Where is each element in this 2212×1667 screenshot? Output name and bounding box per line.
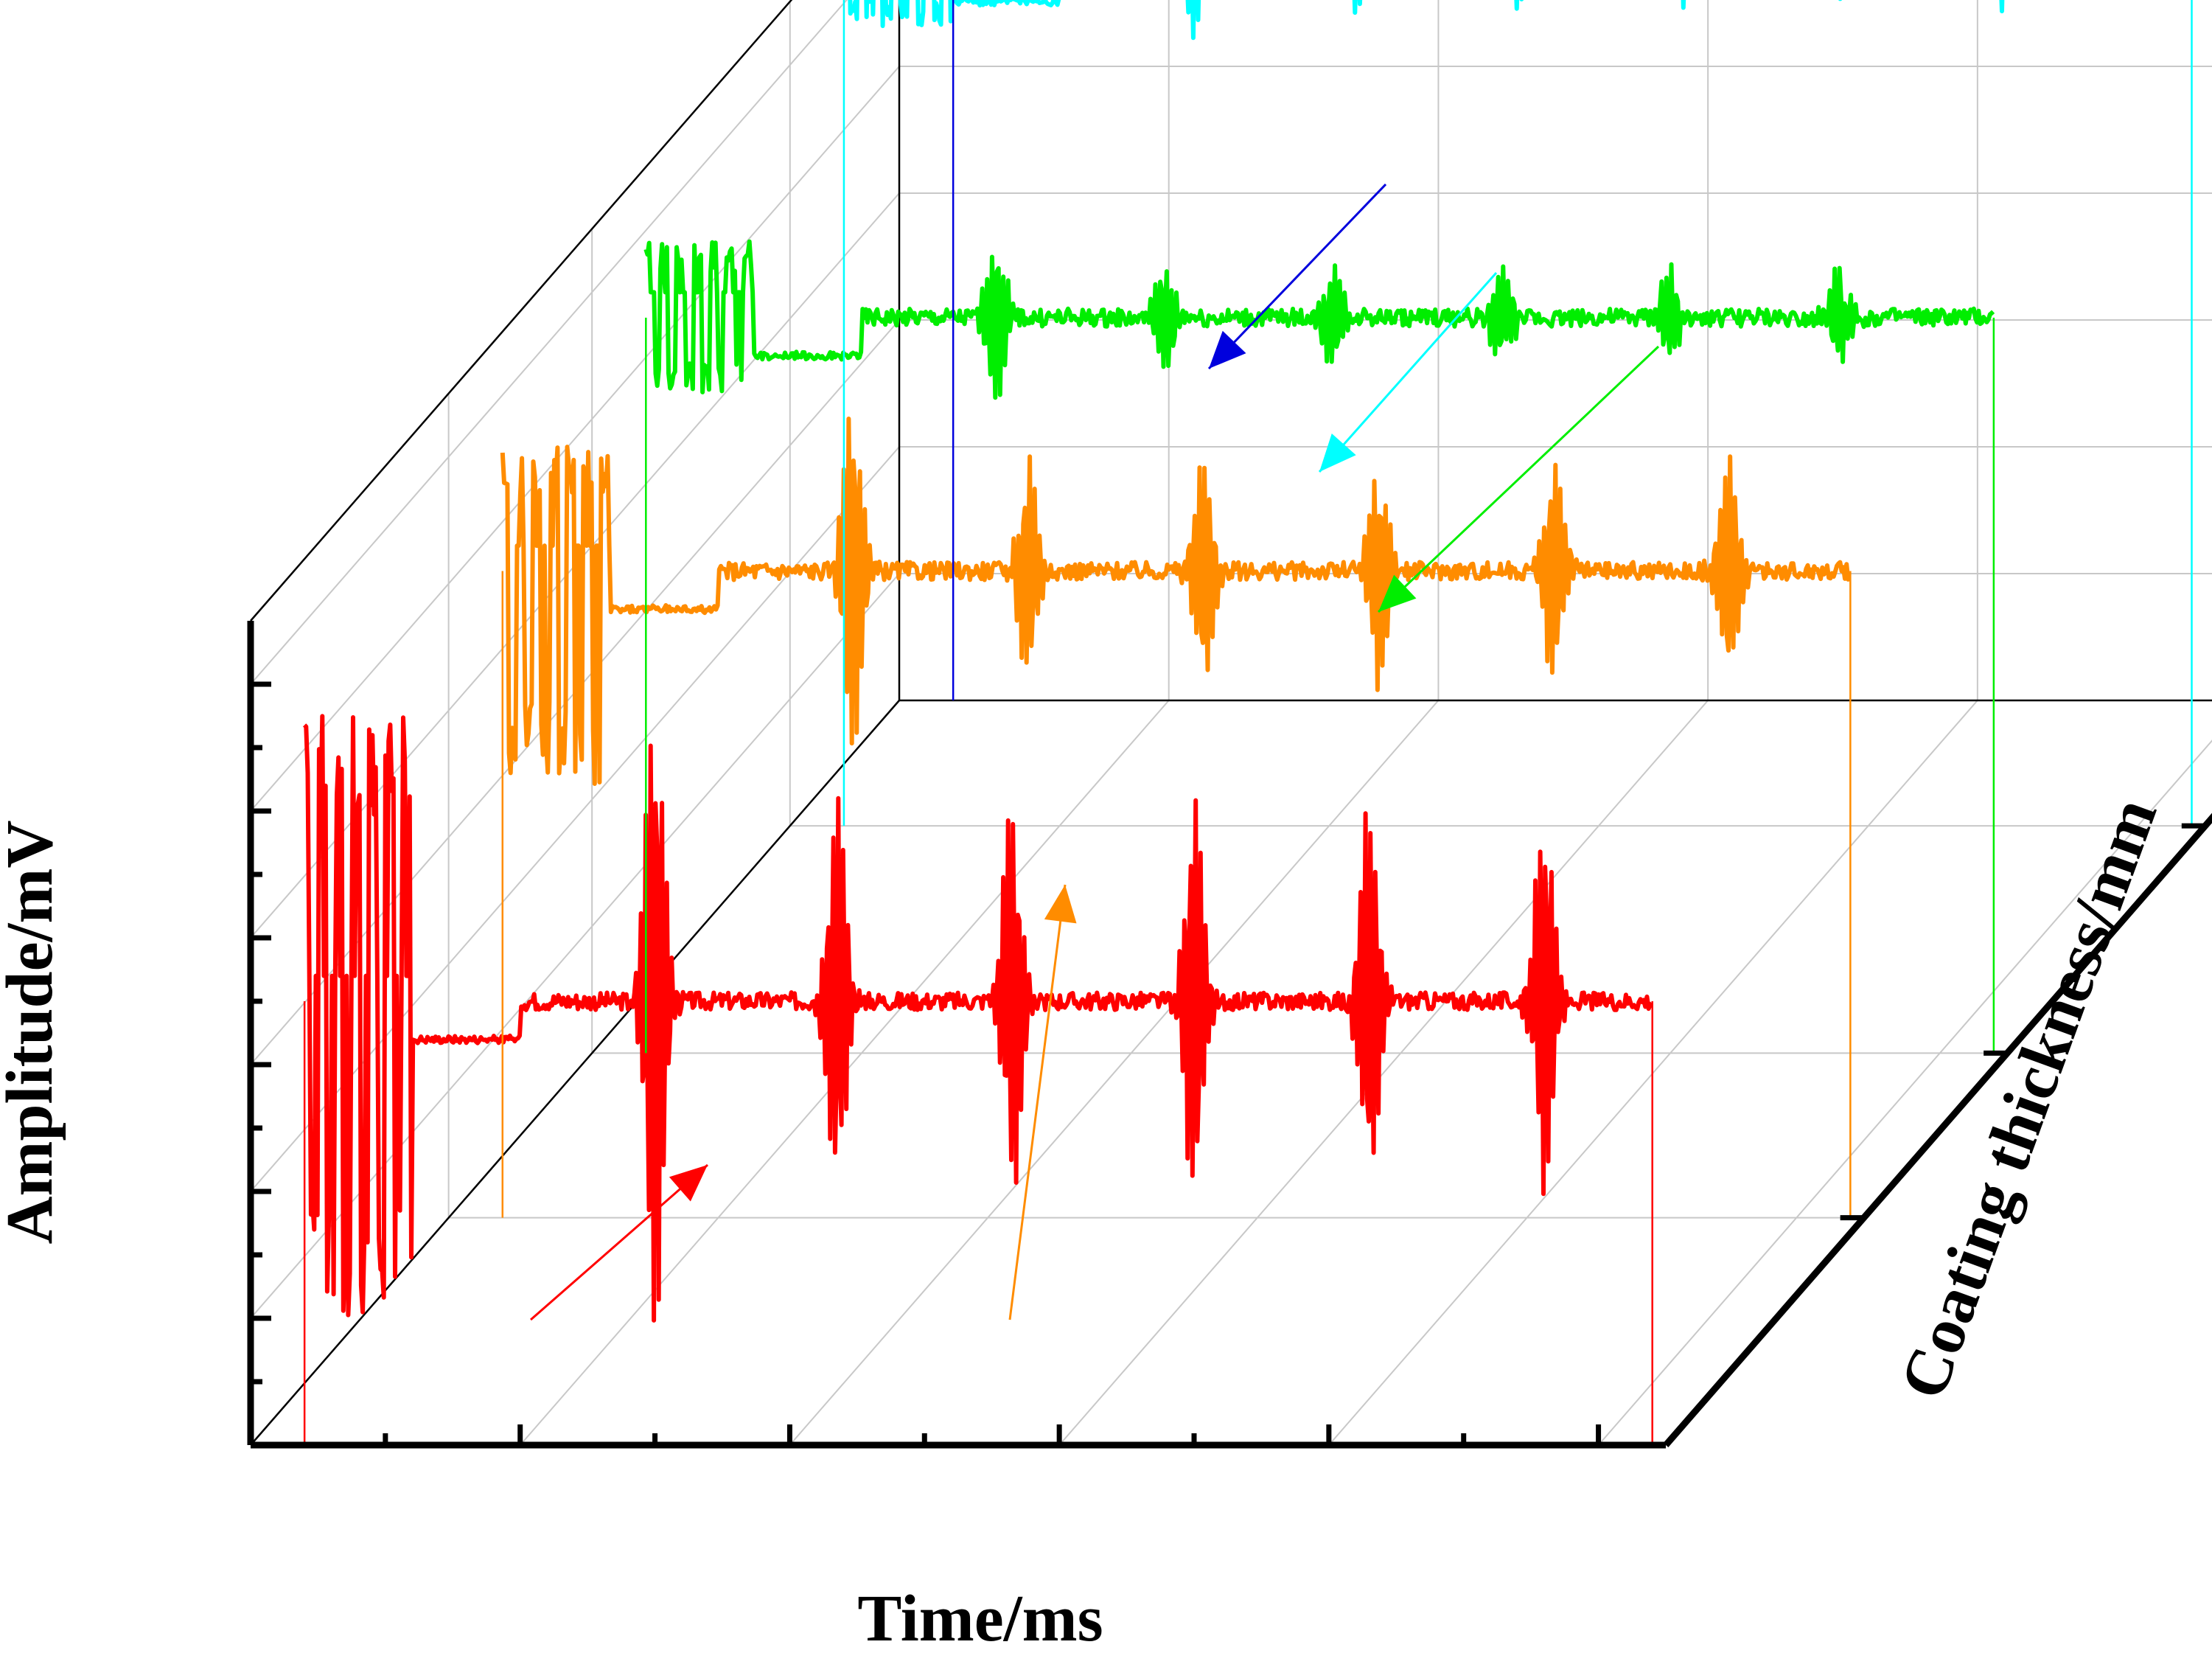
- grid-line-amplitude: [250, 0, 848, 685]
- annotation-arrowhead: [1319, 434, 1356, 472]
- box-frame-edge: [250, 0, 793, 622]
- x-axis-title: Time/ms: [857, 1582, 1103, 1655]
- annotation-arrowhead: [669, 1165, 708, 1202]
- axes-layer: [247, 621, 2212, 1449]
- grid-line-time: [1597, 739, 2212, 1446]
- grid-line-time: [1058, 0, 1709, 1446]
- annotation-arrowhead: [1044, 885, 1077, 924]
- annotation-layer: [530, 183, 1660, 1321]
- annotation-arrowhead: [1209, 330, 1246, 369]
- box-frame-edge: [250, 700, 900, 1446]
- annotation-arrow: [1318, 272, 1498, 473]
- grid-line-time: [789, 0, 1440, 1446]
- series-line: [848, 0, 2005, 41]
- z-axis-line: [1663, 812, 2212, 1447]
- series-layer: [302, 0, 2193, 1445]
- annotation-arrow: [530, 1163, 708, 1321]
- annotation-arrow: [1207, 183, 1387, 370]
- z-axis-title: Coating thickness/mm: [1886, 789, 2171, 1408]
- series-line: [643, 239, 1995, 400]
- y-axis-title: Amplitude/mV: [0, 820, 66, 1244]
- series-line: [302, 714, 1654, 1323]
- annotation-arrowhead: [1378, 574, 1417, 612]
- series-line: [500, 417, 1852, 786]
- annotation-arrow: [1377, 345, 1660, 613]
- annotation-arrow: [1008, 884, 1067, 1320]
